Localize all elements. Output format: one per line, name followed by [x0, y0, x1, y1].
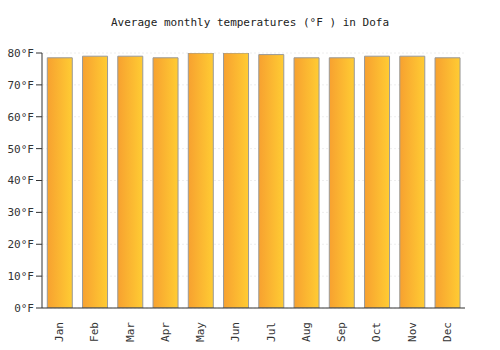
svg-text:Jun: Jun — [229, 322, 242, 342]
svg-text:Oct: Oct — [370, 322, 383, 342]
svg-text:30°F: 30°F — [8, 206, 34, 219]
svg-text:May: May — [194, 322, 207, 342]
svg-text:Mar: Mar — [124, 322, 137, 342]
svg-text:Feb: Feb — [88, 322, 101, 342]
svg-text:70°F: 70°F — [8, 79, 34, 92]
svg-text:Dec: Dec — [441, 322, 454, 342]
svg-text:Aug: Aug — [300, 322, 313, 342]
svg-text:Apr: Apr — [159, 322, 172, 342]
svg-text:20°F: 20°F — [8, 238, 34, 251]
svg-text:80°F: 80°F — [8, 47, 34, 60]
svg-text:60°F: 60°F — [8, 111, 34, 124]
svg-text:50°F: 50°F — [8, 143, 34, 156]
svg-text:0°F: 0°F — [14, 302, 34, 315]
svg-text:40°F: 40°F — [8, 174, 34, 187]
svg-text:Nov: Nov — [406, 322, 419, 342]
html-text:Average monthly temperatures (: Average monthly temperatures (°F ) in Do… — [110, 16, 390, 29]
svg-text:10°F: 10°F — [8, 270, 34, 283]
svg-text:Sep: Sep — [335, 322, 348, 342]
svg-text:Jan: Jan — [53, 322, 66, 342]
svg-text:Jul: Jul — [265, 322, 278, 342]
